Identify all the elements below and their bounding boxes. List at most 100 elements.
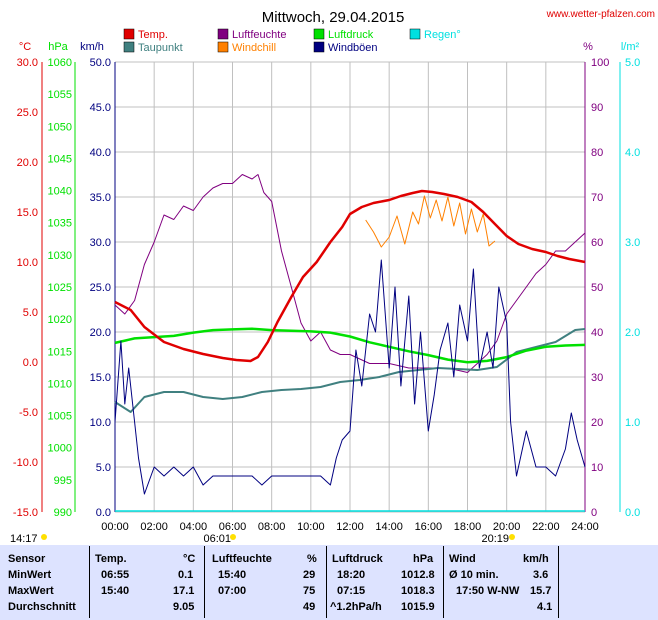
header-sensor: Sensor — [8, 553, 46, 565]
header-humidity: Luftfeuchte — [212, 553, 272, 565]
tick-label-rain: 0.0 — [625, 507, 640, 519]
tick-label-pressure: 995 — [54, 475, 72, 487]
tick-label-pressure: 1060 — [48, 57, 72, 69]
row-max-wind-value: 15.7 — [530, 585, 552, 597]
tick-label-time: 14:00 — [375, 521, 403, 533]
sunset-icon — [509, 534, 515, 540]
tick-label-humidity: 100 — [591, 57, 609, 69]
tick-label-wind: 5.0 — [96, 462, 111, 474]
legend-swatch-dew — [123, 41, 135, 53]
series-line-gust — [114, 259, 586, 495]
row-max-hum-value: 75 — [303, 585, 316, 597]
tick-label-pressure: 1030 — [48, 250, 72, 262]
legend-label-gust: Windböen — [328, 42, 378, 54]
tick-label-humidity: 90 — [591, 102, 603, 114]
tick-label-time: 24:00 — [571, 521, 599, 533]
tick-label-pressure: 1045 — [48, 153, 72, 165]
tick-label-wind: 50.0 — [90, 57, 111, 69]
tick-label-time: 08:00 — [258, 521, 286, 533]
tick-label-humidity: 80 — [591, 147, 603, 159]
tick-label-pressure: 1055 — [48, 89, 72, 101]
axis-unit-humidity: % — [583, 41, 593, 53]
tick-label-time: 22:00 — [532, 521, 560, 533]
weather-chart: Mittwoch, 29.04.2015 www.wetter-pfalzen.c… — [10, 9, 655, 544]
legend-label-dew: Taupunkt — [138, 42, 183, 54]
tick-label-time: 20:00 — [493, 521, 521, 533]
tick-label-rain: 5.0 — [625, 57, 640, 69]
tick-label-humidity: 10 — [591, 462, 603, 474]
row-max-hum-time: 07:00 — [218, 585, 247, 597]
series-line-temp — [114, 189, 586, 363]
tick-label-temp: 30.0 — [17, 57, 38, 69]
tick-label-rain: 1.0 — [625, 417, 640, 429]
row-min-temp-value: 0.1 — [178, 569, 194, 581]
legend-label-humidity: Luftfeuchte — [232, 29, 286, 41]
header-wind-unit: km/h — [523, 553, 549, 565]
tick-label-temp: -5.0 — [19, 407, 38, 419]
tick-label-pressure: 1025 — [48, 282, 72, 294]
row-avg-label: Durchschnitt — [8, 601, 76, 613]
row-min-label: MinWert — [8, 569, 52, 581]
row-max-press-time: 07:15 — [337, 585, 366, 597]
legend-label-windchill: Windchill — [232, 42, 276, 54]
axis-unit-rain: l/m² — [621, 41, 640, 53]
tick-label-temp: 15.0 — [17, 207, 38, 219]
tick-label-rain: 4.0 — [625, 147, 640, 159]
legend-swatch-gust — [313, 41, 325, 53]
row-avg-temp-value: 9.05 — [173, 601, 195, 613]
header-temp: Temp. — [95, 553, 127, 565]
header-humidity-unit: % — [307, 553, 317, 565]
tick-label-time: 16:00 — [415, 521, 443, 533]
row-min-wind-time: Ø 10 min. — [449, 569, 499, 581]
row-max-temp-time: 15:40 — [101, 585, 130, 597]
sunrise-label: 06:01 — [203, 533, 231, 544]
row-min-press-time: 18:20 — [337, 569, 366, 581]
legend-label-rain: Regen° — [424, 29, 461, 41]
tick-label-humidity: 20 — [591, 417, 603, 429]
tick-label-rain: 3.0 — [625, 237, 640, 249]
tick-label-time: 10:00 — [297, 521, 325, 533]
tick-label-wind: 25.0 — [90, 282, 111, 294]
row-min-temp-time: 06:55 — [101, 569, 130, 581]
row-avg-hum-value: 49 — [303, 601, 316, 613]
tick-label-pressure: 1000 — [48, 443, 72, 455]
tick-label-humidity: 40 — [591, 327, 603, 339]
row-max-wind-time: 17:50 W-NW — [456, 585, 520, 597]
tick-label-pressure: 1015 — [48, 346, 72, 358]
tick-label-time: 18:00 — [454, 521, 482, 533]
row-max-label: MaxWert — [8, 585, 54, 597]
tick-label-wind: 40.0 — [90, 147, 111, 159]
row-max-press-value: 1018.3 — [401, 585, 435, 597]
row-min-hum-time: 15:40 — [218, 569, 247, 581]
tick-label-time: 00:00 — [101, 521, 129, 533]
header-wind: Wind — [449, 553, 476, 565]
legend-swatch-windchill — [217, 41, 229, 53]
row-min-press-value: 1012.8 — [401, 569, 435, 581]
tick-label-pressure: 1005 — [48, 411, 72, 423]
tick-label-pressure: 990 — [54, 507, 72, 519]
sunrise-icon — [230, 534, 236, 540]
tick-label-wind: 45.0 — [90, 102, 111, 114]
legend-swatch-pressure — [313, 28, 325, 40]
axis-unit-pressure: hPa — [48, 41, 68, 53]
header-pressure-unit: hPa — [413, 553, 434, 565]
tick-label-time: 02:00 — [140, 521, 168, 533]
tick-label-temp: -15.0 — [13, 507, 38, 519]
tick-label-wind: 15.0 — [90, 372, 111, 384]
tick-label-time: 12:00 — [336, 521, 364, 533]
legend-swatch-humidity — [217, 28, 229, 40]
tick-label-rain: 2.0 — [625, 327, 640, 339]
axis-unit-temp: °C — [19, 41, 31, 53]
tick-label-wind: 10.0 — [90, 417, 111, 429]
tick-label-temp: 0.0 — [23, 357, 38, 369]
row-max-temp-value: 17.1 — [173, 585, 195, 597]
tick-label-wind: 30.0 — [90, 237, 111, 249]
tick-label-temp: 5.0 — [23, 307, 38, 319]
tick-label-time: 06:00 — [219, 521, 247, 533]
tick-label-temp: -10.0 — [13, 457, 38, 469]
tick-label-temp: 20.0 — [17, 157, 38, 169]
row-min-hum-value: 29 — [303, 569, 316, 581]
row-avg-press-trend: ^1.2hPa/h — [330, 601, 382, 613]
tick-label-wind: 0.0 — [96, 507, 111, 519]
row-avg-press-value: 1015.9 — [401, 601, 435, 613]
